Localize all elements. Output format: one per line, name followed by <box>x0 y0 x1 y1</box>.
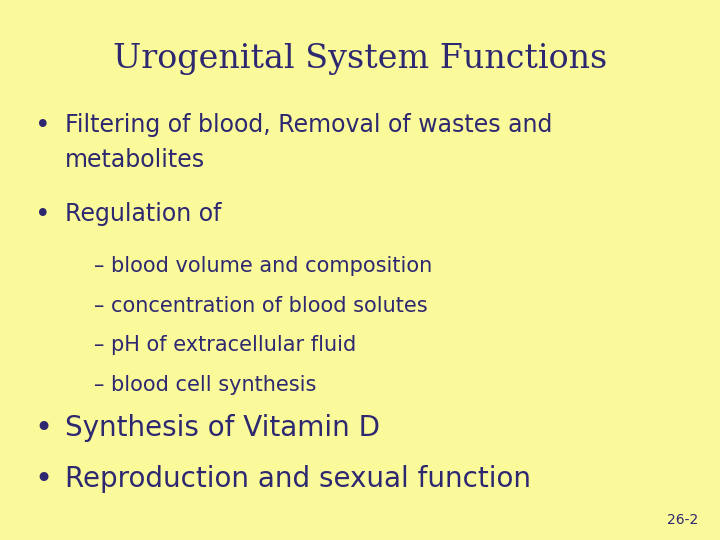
Text: Regulation of: Regulation of <box>65 202 221 226</box>
Text: •: • <box>35 202 50 228</box>
Text: •: • <box>35 113 50 139</box>
Text: – concentration of blood solutes: – concentration of blood solutes <box>94 296 427 316</box>
Text: – blood volume and composition: – blood volume and composition <box>94 256 432 276</box>
Text: – pH of extracellular fluid: – pH of extracellular fluid <box>94 335 356 355</box>
Text: Urogenital System Functions: Urogenital System Functions <box>113 43 607 75</box>
Text: Reproduction and sexual function: Reproduction and sexual function <box>65 465 531 494</box>
Text: 26-2: 26-2 <box>667 512 698 526</box>
Text: •: • <box>35 465 53 495</box>
Text: Filtering of blood, Removal of wastes and: Filtering of blood, Removal of wastes an… <box>65 113 552 137</box>
Text: •: • <box>35 414 53 443</box>
Text: Synthesis of Vitamin D: Synthesis of Vitamin D <box>65 414 380 442</box>
Text: metabolites: metabolites <box>65 148 205 172</box>
Text: – blood cell synthesis: – blood cell synthesis <box>94 375 316 395</box>
